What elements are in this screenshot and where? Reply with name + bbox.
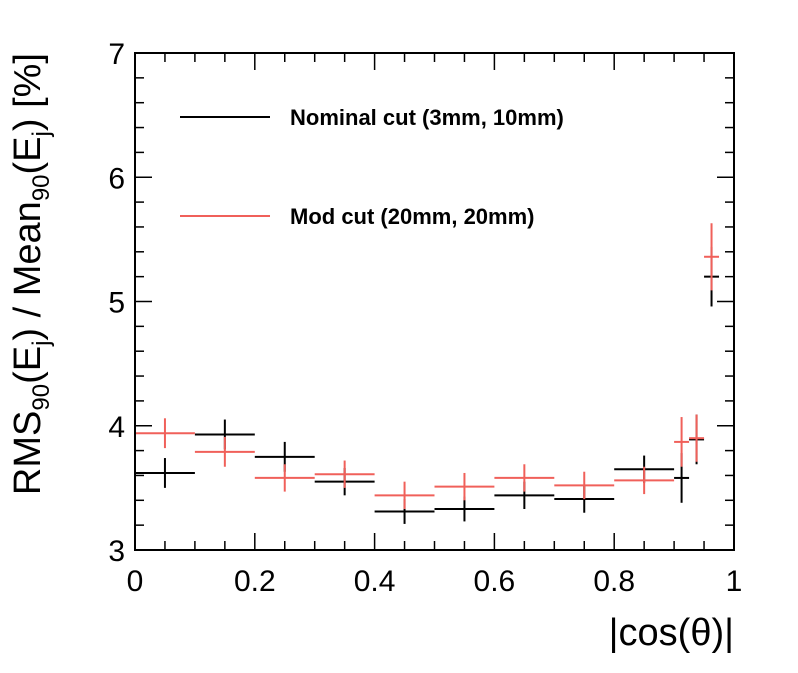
y-axis-title-subscript: j — [28, 131, 55, 137]
y-axis-title-part: (E — [7, 136, 49, 174]
y-axis-title-part: (E — [7, 346, 49, 384]
plot-frame — [134, 52, 735, 551]
data-point — [674, 417, 690, 467]
data-point — [704, 223, 720, 291]
legend: Nominal cut (3mm, 10mm) Mod cut (20mm, 20… — [180, 105, 564, 229]
y-axis-title-subscript: 90 — [28, 384, 55, 411]
x-tick-label: 0.2 — [234, 565, 276, 598]
series-1 — [135, 246, 720, 524]
legend-label: Nominal cut (3mm, 10mm) — [290, 105, 564, 130]
x-axis-ticks: 0 0.2 0.4 0.6 0.8 1 — [127, 53, 743, 598]
y-tick-label: 6 — [108, 162, 125, 195]
data-point — [434, 472, 495, 501]
x-tick-label: 0.6 — [474, 565, 516, 598]
y-tick-label: 5 — [108, 287, 125, 320]
data-series — [135, 223, 720, 524]
data-point — [314, 460, 375, 488]
data-point — [554, 471, 615, 500]
x-tick-label: 0.4 — [354, 565, 396, 598]
data-point — [614, 466, 675, 495]
x-tick-label: 0.8 — [593, 565, 635, 598]
data-point — [494, 464, 555, 492]
data-point — [194, 436, 255, 467]
data-point — [434, 496, 495, 522]
legend-label: Mod cut (20mm, 20mm) — [290, 204, 535, 229]
x-axis-title: |cos(θ)| — [609, 612, 734, 654]
y-axis-title-part: ) / Mean — [7, 201, 49, 340]
y-tick-label: 4 — [108, 411, 125, 444]
data-point — [135, 418, 195, 449]
x-tick-label: 1 — [726, 565, 743, 598]
y-axis-ticks: 3 4 5 6 7 — [108, 38, 734, 568]
data-point — [689, 414, 705, 462]
x-tick-label: 0 — [127, 565, 144, 598]
y-tick-label: 7 — [108, 38, 125, 71]
series-2 — [135, 223, 720, 509]
y-axis-title-part: RMS — [7, 411, 49, 495]
data-point — [254, 464, 315, 492]
data-point — [374, 481, 435, 509]
y-axis-title-subscript: j — [28, 341, 55, 347]
y-axis-title-subscript: 90 — [28, 174, 55, 201]
y-axis-title: RMS90(Ej) / Mean90(Ej) [%] — [7, 53, 55, 495]
y-tick-label: 3 — [108, 535, 125, 568]
y-axis-title-part: ) [%] — [7, 53, 49, 131]
data-point — [135, 458, 195, 488]
